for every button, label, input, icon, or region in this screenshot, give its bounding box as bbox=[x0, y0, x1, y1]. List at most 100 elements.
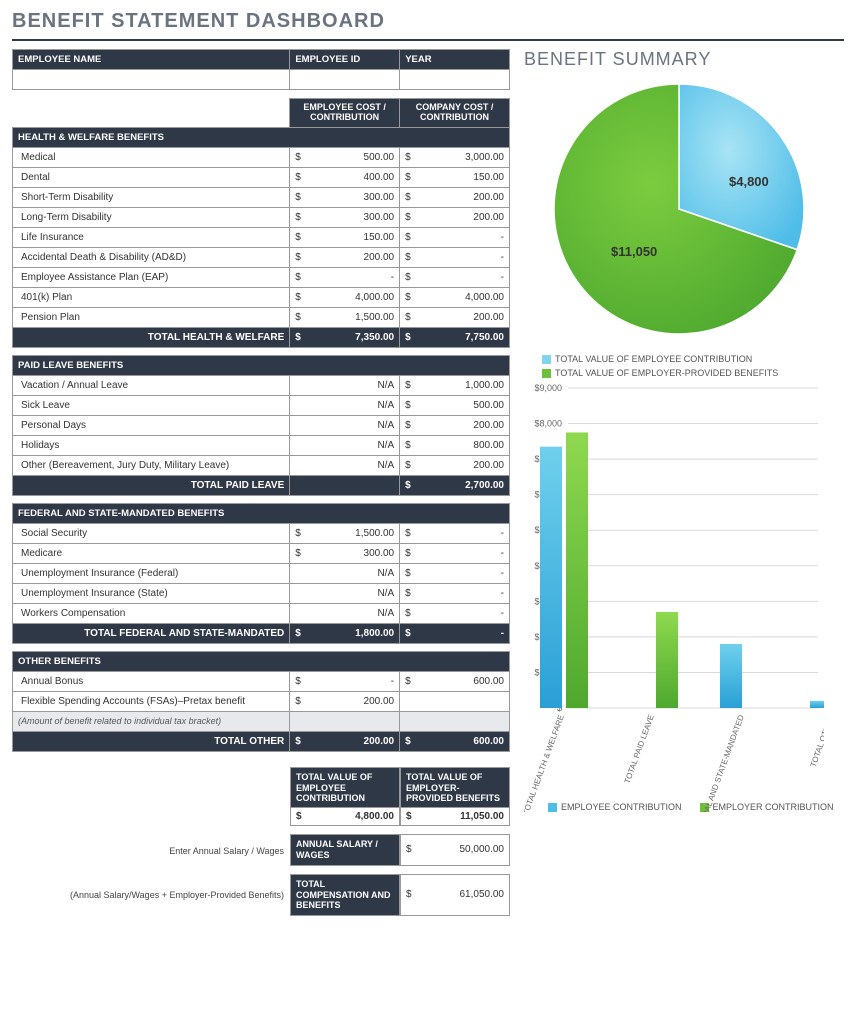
emp-cost-cell[interactable]: N/A bbox=[290, 563, 400, 583]
total-comp-prompt: (Annual Salary/Wages + Employer-Provided… bbox=[12, 874, 290, 916]
row-label: Medical bbox=[13, 147, 290, 167]
total-label: TOTAL HEALTH & WELFARE bbox=[13, 327, 290, 347]
emp-contrib-header: TOTAL VALUE OF EMPLOYEE CONTRIBUTION bbox=[290, 767, 400, 808]
total-comp: $600.00 bbox=[400, 731, 510, 751]
comp-cost-cell[interactable]: $- bbox=[400, 563, 510, 583]
emp-contrib-value: $4,800.00 bbox=[290, 808, 400, 826]
benefits-table: EMPLOYEE COST / CONTRIBUTION COMPANY COS… bbox=[12, 98, 510, 759]
pie-label-employee: $4,800 bbox=[729, 174, 769, 189]
section-header: HEALTH & WELFARE BENEFITS bbox=[13, 127, 510, 147]
emp-cost-cell[interactable]: $300.00 bbox=[290, 543, 400, 563]
pie-chart: $4,800 $11,050 bbox=[539, 74, 819, 344]
svg-text:TOTAL FEDERAL AND STATE-MANDAT: TOTAL FEDERAL AND STATE-MANDATED bbox=[684, 714, 746, 813]
row-label: Holidays bbox=[13, 435, 290, 455]
employee-name-cell[interactable] bbox=[13, 70, 290, 90]
row-label: Employee Assistance Plan (EAP) bbox=[13, 267, 290, 287]
emp-cost-cell[interactable]: $200.00 bbox=[290, 691, 400, 711]
note-cell: (Amount of benefit related to individual… bbox=[13, 711, 290, 731]
emp-cost-cell[interactable]: $300.00 bbox=[290, 207, 400, 227]
legend-item: TOTAL VALUE OF EMPLOYEE CONTRIBUTION bbox=[542, 354, 834, 364]
emp-cost-cell[interactable]: $300.00 bbox=[290, 187, 400, 207]
legend-item: TOTAL VALUE OF EMPLOYER-PROVIDED BENEFIT… bbox=[542, 368, 834, 378]
emp-cost-cell[interactable]: $- bbox=[290, 267, 400, 287]
emp-cost-cell[interactable]: N/A bbox=[290, 415, 400, 435]
emp-cost-cell[interactable]: $150.00 bbox=[290, 227, 400, 247]
row-label: Accidental Death & Disability (AD&D) bbox=[13, 247, 290, 267]
comp-cost-cell[interactable]: $- bbox=[400, 227, 510, 247]
emp-cost-cell[interactable]: N/A bbox=[290, 603, 400, 623]
row-label: Life Insurance bbox=[13, 227, 290, 247]
comp-cost-cell[interactable]: $600.00 bbox=[400, 671, 510, 691]
comp-cost-cell[interactable]: $- bbox=[400, 247, 510, 267]
emp-cost-cell[interactable]: N/A bbox=[290, 375, 400, 395]
comp-cost-cell[interactable]: $500.00 bbox=[400, 395, 510, 415]
bar-chart: $$1,000$2,000$3,000$4,000$5,000$6,000$7,… bbox=[524, 382, 824, 812]
comp-cost-cell[interactable]: $- bbox=[400, 543, 510, 563]
employee-name-header: EMPLOYEE NAME bbox=[13, 50, 290, 70]
emp-cost-cell[interactable]: $- bbox=[290, 671, 400, 691]
salary-value[interactable]: $50,000.00 bbox=[400, 834, 510, 866]
emp-cost-cell[interactable]: $200.00 bbox=[290, 247, 400, 267]
contrib-summary: TOTAL VALUE OF EMPLOYEE CONTRIBUTION $4,… bbox=[12, 767, 510, 826]
comp-cost-cell[interactable]: $200.00 bbox=[400, 187, 510, 207]
row-label: Short-Term Disability bbox=[13, 187, 290, 207]
row-label: Social Security bbox=[13, 523, 290, 543]
comp-cost-cell[interactable] bbox=[400, 691, 510, 711]
svg-text:$8,000: $8,000 bbox=[534, 419, 562, 429]
comp-cost-cell[interactable]: $200.00 bbox=[400, 455, 510, 475]
total-comp: $2,700.00 bbox=[400, 475, 510, 495]
total-emp: $200.00 bbox=[290, 731, 400, 751]
comp-cost-cell[interactable]: $3,000.00 bbox=[400, 147, 510, 167]
total-comp-label: TOTAL COMPENSATION AND BENEFITS bbox=[290, 874, 400, 916]
section-header: PAID LEAVE BENEFITS bbox=[13, 355, 510, 375]
left-column: EMPLOYEE NAME EMPLOYEE ID YEAR EMPLOYEE … bbox=[12, 49, 510, 916]
total-label: TOTAL FEDERAL AND STATE-MANDATED bbox=[13, 623, 290, 643]
emp-cost-cell[interactable]: N/A bbox=[290, 455, 400, 475]
comp-cost-cell[interactable]: $800.00 bbox=[400, 435, 510, 455]
pie-legend: TOTAL VALUE OF EMPLOYEE CONTRIBUTION TOTA… bbox=[524, 354, 834, 378]
comp-cost-cell[interactable]: $150.00 bbox=[400, 167, 510, 187]
total-emp bbox=[290, 475, 400, 495]
total-emp: $7,350.00 bbox=[290, 327, 400, 347]
salary-prompt: Enter Annual Salary / Wages bbox=[12, 834, 290, 866]
emp-cost-cell[interactable]: $4,000.00 bbox=[290, 287, 400, 307]
row-label: Annual Bonus bbox=[13, 671, 290, 691]
row-label: Dental bbox=[13, 167, 290, 187]
comp-cost-cell[interactable]: $- bbox=[400, 603, 510, 623]
row-label: Vacation / Annual Leave bbox=[13, 375, 290, 395]
comp-cost-cell[interactable]: $4,000.00 bbox=[400, 287, 510, 307]
comp-cost-cell[interactable]: $- bbox=[400, 267, 510, 287]
emp-cost-cell[interactable]: $400.00 bbox=[290, 167, 400, 187]
row-label: Sick Leave bbox=[13, 395, 290, 415]
comp-cost-cell[interactable]: $200.00 bbox=[400, 207, 510, 227]
comp-cost-cell[interactable]: $- bbox=[400, 583, 510, 603]
employee-id-header: EMPLOYEE ID bbox=[290, 50, 400, 70]
emp-cost-cell[interactable]: N/A bbox=[290, 395, 400, 415]
svg-text:TOTAL PAID LEAVE: TOTAL PAID LEAVE bbox=[623, 714, 656, 785]
emp-cost-cell[interactable]: $1,500.00 bbox=[290, 523, 400, 543]
comp-cost-cell[interactable]: $200.00 bbox=[400, 415, 510, 435]
section-header: FEDERAL AND STATE-MANDATED BENEFITS bbox=[13, 503, 510, 523]
comp-cost-cell[interactable]: $1,000.00 bbox=[400, 375, 510, 395]
comp-cost-cell[interactable]: $- bbox=[400, 523, 510, 543]
employer-value: $11,050.00 bbox=[400, 808, 510, 826]
pie-label-employer: $11,050 bbox=[611, 244, 657, 259]
emp-cost-cell[interactable]: N/A bbox=[290, 583, 400, 603]
svg-text:TOTAL HEALTH & WELFARE: TOTAL HEALTH & WELFARE bbox=[524, 714, 566, 812]
emp-cost-cell[interactable]: $500.00 bbox=[290, 147, 400, 167]
benefit-summary-title: BENEFIT SUMMARY bbox=[524, 49, 834, 70]
total-label: TOTAL OTHER bbox=[13, 731, 290, 751]
emp-cost-cell[interactable]: $1,500.00 bbox=[290, 307, 400, 327]
page-title: BENEFIT STATEMENT DASHBOARD bbox=[12, 10, 844, 33]
salary-label: ANNUAL SALARY / WAGES bbox=[290, 834, 400, 866]
employee-id-cell[interactable] bbox=[290, 70, 400, 90]
svg-text:$9,000: $9,000 bbox=[534, 383, 562, 393]
comp-cost-header: COMPANY COST / CONTRIBUTION bbox=[400, 99, 510, 128]
total-label: TOTAL PAID LEAVE bbox=[13, 475, 290, 495]
row-label: Workers Compensation bbox=[13, 603, 290, 623]
total-comp: $- bbox=[400, 623, 510, 643]
year-cell[interactable] bbox=[400, 70, 510, 90]
emp-cost-cell[interactable]: N/A bbox=[290, 435, 400, 455]
comp-cost-cell[interactable]: $200.00 bbox=[400, 307, 510, 327]
title-rule bbox=[12, 39, 844, 41]
